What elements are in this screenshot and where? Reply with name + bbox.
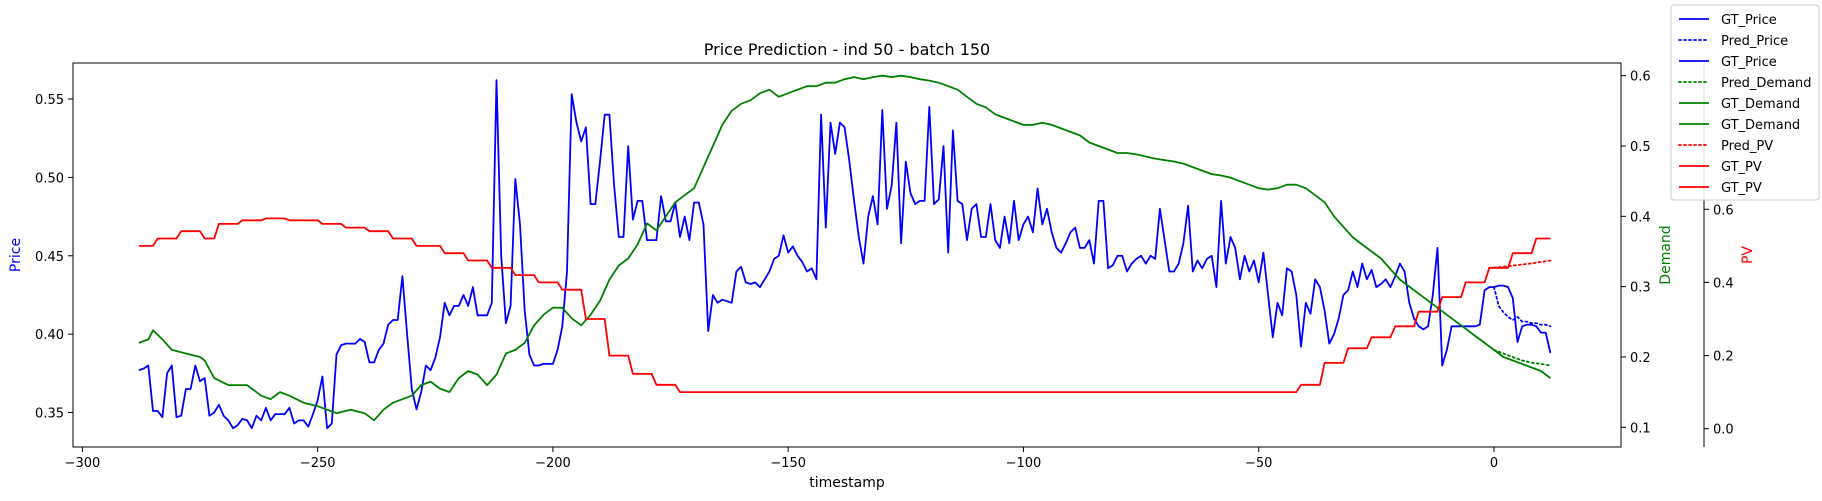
series-line-pred-demand: [1493, 349, 1552, 367]
legend-label: GT_PV: [1721, 160, 1762, 175]
pv-tick-label: 0.2: [1713, 350, 1734, 365]
series-line-gt-price: [138, 79, 1552, 430]
x-tick-label: 0: [1490, 456, 1498, 471]
price-axis-label: Price: [8, 238, 24, 272]
legend-label: Pred_PV: [1721, 139, 1773, 154]
x-tick-label: −150: [770, 456, 806, 471]
price-tick-label: 0.35: [35, 407, 64, 422]
demand-tick-label: 0.1: [1630, 421, 1651, 436]
demand-tick-label: 0.2: [1630, 351, 1651, 366]
x-tick-label: −100: [1006, 456, 1042, 471]
x-tick-label: −300: [65, 456, 101, 471]
chart-title: Price Prediction - ind 50 - batch 150: [704, 40, 990, 59]
series-line-gt-pv: [138, 217, 1551, 393]
price-tick-label: 0.55: [35, 93, 64, 108]
pv-tick-label: 0.0: [1713, 423, 1734, 438]
price-tick-label: 0.45: [35, 250, 64, 265]
legend-label: GT_Demand: [1721, 97, 1800, 112]
legend-label: GT_PV: [1721, 181, 1762, 196]
legend-label: GT_Price: [1721, 55, 1777, 70]
ticks-layer: −300 −250 −200 −150 −100 −50 00.350.400.450.50…: [35, 70, 1734, 471]
demand-axis-label: Demand: [1658, 225, 1674, 284]
series-line-pred-pv: [1493, 259, 1552, 269]
legend-label: Pred_Price: [1721, 34, 1788, 49]
legend-label: GT_Price: [1721, 13, 1777, 28]
legend-label: GT_Demand: [1721, 118, 1800, 133]
price-tick-label: 0.50: [35, 171, 64, 186]
axes-layer: [72, 62, 1705, 448]
x-tick-label: −50: [1245, 456, 1272, 471]
series-line-pred-price: [1493, 286, 1552, 328]
pv-tick-label: 0.4: [1713, 276, 1734, 291]
demand-tick-label: 0.5: [1630, 140, 1651, 155]
legend-label: Pred_Demand: [1721, 76, 1812, 91]
x-tick-label: −200: [535, 456, 571, 471]
price-tick-label: 0.40: [35, 328, 64, 343]
pv-axis-label: PV: [1740, 246, 1756, 264]
x-axis-label: timestamp: [809, 475, 885, 491]
legend-frame: [1670, 4, 1820, 201]
pv-tick-label: 0.6: [1713, 203, 1734, 218]
plot-frame: [72, 62, 1622, 448]
demand-tick-label: 0.6: [1630, 70, 1651, 85]
series-layer: [138, 74, 1552, 430]
demand-tick-label: 0.4: [1630, 210, 1651, 225]
series-line-gt-demand: [138, 74, 1551, 422]
demand-tick-label: 0.3: [1630, 281, 1651, 296]
x-tick-label: −250: [300, 456, 336, 471]
legend: GT_Price Pred_Price GT_Price Pred_Demand GT_…: [1670, 4, 1820, 201]
